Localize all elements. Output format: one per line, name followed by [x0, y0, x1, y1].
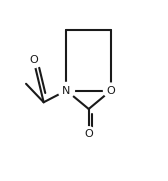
Circle shape	[103, 83, 118, 98]
Text: O: O	[107, 85, 115, 96]
Circle shape	[81, 127, 96, 142]
Circle shape	[58, 82, 74, 99]
Circle shape	[26, 53, 41, 68]
Text: O: O	[29, 55, 38, 65]
Text: N: N	[62, 85, 71, 96]
Text: O: O	[84, 129, 93, 139]
